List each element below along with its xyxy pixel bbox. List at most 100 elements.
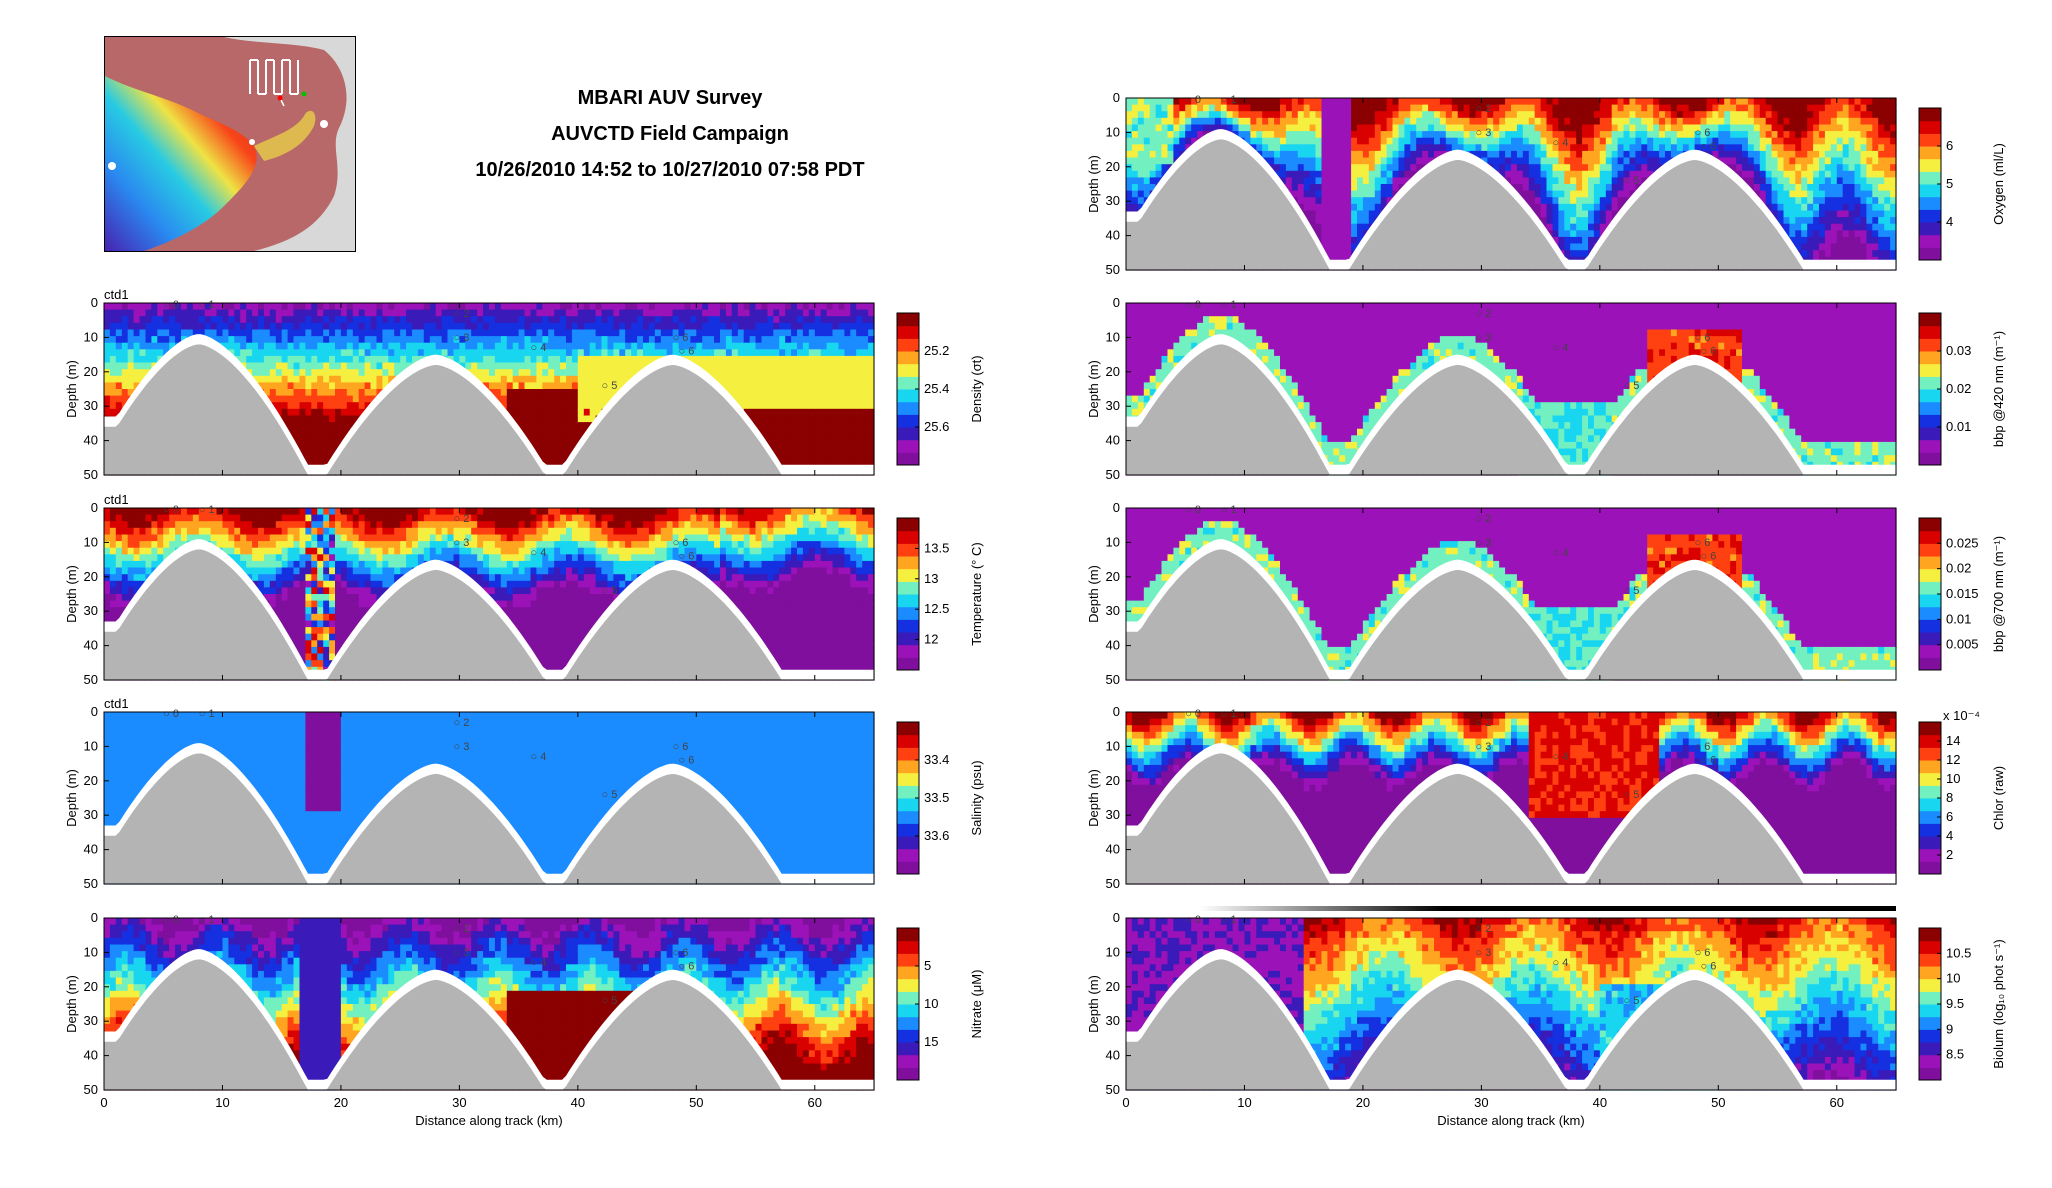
heatmap-cell: [850, 461, 857, 469]
heatmap-cell: [394, 547, 401, 555]
heatmap-cell: [121, 309, 129, 317]
heatmap-cell: [198, 607, 206, 615]
heatmap-cell: [175, 422, 182, 430]
heatmap-cell: [323, 375, 330, 383]
heatmap-cell: [423, 375, 431, 383]
heatmap-cell: [820, 461, 828, 469]
heatmap-cell: [400, 468, 407, 476]
heatmap-cell: [293, 633, 300, 641]
heatmap-cell: [299, 428, 306, 436]
heatmap-cell: [643, 435, 650, 443]
heatmap-cell: [228, 613, 235, 621]
heatmap-cell: [376, 653, 383, 661]
heatmap-cell: [832, 336, 839, 344]
heatmap-cell: [761, 395, 768, 403]
heatmap-cell: [761, 303, 768, 311]
heatmap-cell: [204, 653, 212, 661]
heatmap-cell: [684, 369, 691, 377]
heatmap-cell: [346, 422, 354, 430]
heatmap-cell: [435, 342, 443, 350]
heatmap-cell: [767, 369, 774, 377]
heatmap-cell: [305, 342, 312, 350]
heatmap-cell: [115, 613, 123, 621]
heatmap-cell: [210, 455, 218, 463]
heatmap-cell: [412, 567, 419, 575]
heatmap-cell: [192, 673, 200, 681]
heatmap-cell: [287, 342, 295, 350]
heatmap-cell: [329, 587, 336, 595]
heatmap-cell: [832, 382, 839, 390]
heatmap-cell: [210, 329, 218, 337]
heatmap-cell: [714, 448, 721, 456]
heatmap-cell: [566, 342, 573, 350]
heatmap-cell: [287, 666, 295, 674]
heatmap-cell: [311, 560, 318, 569]
heatmap-cell: [175, 435, 182, 443]
heatmap-cell: [542, 415, 549, 423]
heatmap-cell: [625, 369, 632, 377]
heatmap-cell: [133, 336, 141, 344]
heatmap-cell: [832, 329, 839, 337]
heatmap-cell: [346, 355, 354, 364]
heatmap-cell: [625, 303, 632, 311]
heatmap-cell: [400, 666, 407, 674]
heatmap-cell: [755, 428, 762, 436]
heatmap-cell: [477, 441, 484, 450]
heatmap-cell: [323, 580, 330, 588]
heatmap-cell: [311, 362, 318, 370]
heatmap-cell: [737, 309, 745, 317]
heatmap-cell: [601, 336, 608, 344]
heatmap-cell: [258, 402, 265, 410]
heatmap-cell: [263, 382, 271, 390]
heatmap-cell: [678, 369, 685, 377]
heatmap-cell: [370, 316, 377, 324]
heatmap-cell: [400, 508, 407, 516]
heatmap-cell: [447, 653, 454, 661]
heatmap-cell: [175, 402, 182, 410]
heatmap-cell: [287, 349, 295, 357]
heatmap-cell: [104, 554, 111, 562]
heatmap-cell: [157, 521, 164, 529]
heatmap-cell: [643, 342, 650, 350]
heatmap-cell: [459, 455, 466, 463]
heatmap-cell: [696, 375, 703, 383]
heatmap-cell: [234, 342, 241, 350]
heatmap-cell: [447, 355, 454, 364]
heatmap-cell: [252, 395, 259, 403]
heatmap-cell: [382, 653, 389, 661]
heatmap-cell: [104, 415, 111, 423]
heatmap-cell: [198, 547, 206, 555]
heatmap-cell: [850, 402, 857, 410]
heatmap-cell: [560, 461, 567, 469]
heatmap-cell: [773, 329, 780, 337]
heatmap-cell: [151, 554, 158, 562]
heatmap-cell: [654, 336, 662, 344]
heatmap-cell: [453, 441, 460, 450]
heatmap-cell: [169, 441, 176, 450]
heatmap-cell: [856, 408, 863, 416]
heatmap-cell: [133, 554, 141, 562]
heatmap-cell: [820, 389, 828, 397]
heatmap-cell: [654, 309, 662, 317]
heatmap-cell: [560, 441, 567, 450]
heatmap-cell: [417, 468, 425, 476]
heatmap-cell: [169, 660, 176, 668]
heatmap-cell: [702, 369, 709, 377]
heatmap-cell: [779, 316, 786, 324]
heatmap-cell: [157, 468, 164, 476]
heatmap-cell: [731, 355, 739, 364]
heatmap-cell: [560, 322, 567, 330]
heatmap-cell: [477, 408, 484, 416]
heatmap-cell: [814, 395, 822, 403]
heatmap-cell: [186, 455, 194, 463]
heatmap-cell: [512, 422, 520, 430]
heatmap-cell: [340, 660, 348, 668]
heatmap-cell: [483, 329, 490, 337]
heatmap-cell: [548, 428, 555, 436]
heatmap-cell: [494, 428, 502, 436]
heatmap-cell: [577, 455, 585, 463]
heatmap-cell: [643, 316, 650, 324]
heatmap-cell: [323, 660, 330, 668]
heatmap-cell: [246, 527, 253, 535]
heatmap-cell: [352, 441, 360, 450]
